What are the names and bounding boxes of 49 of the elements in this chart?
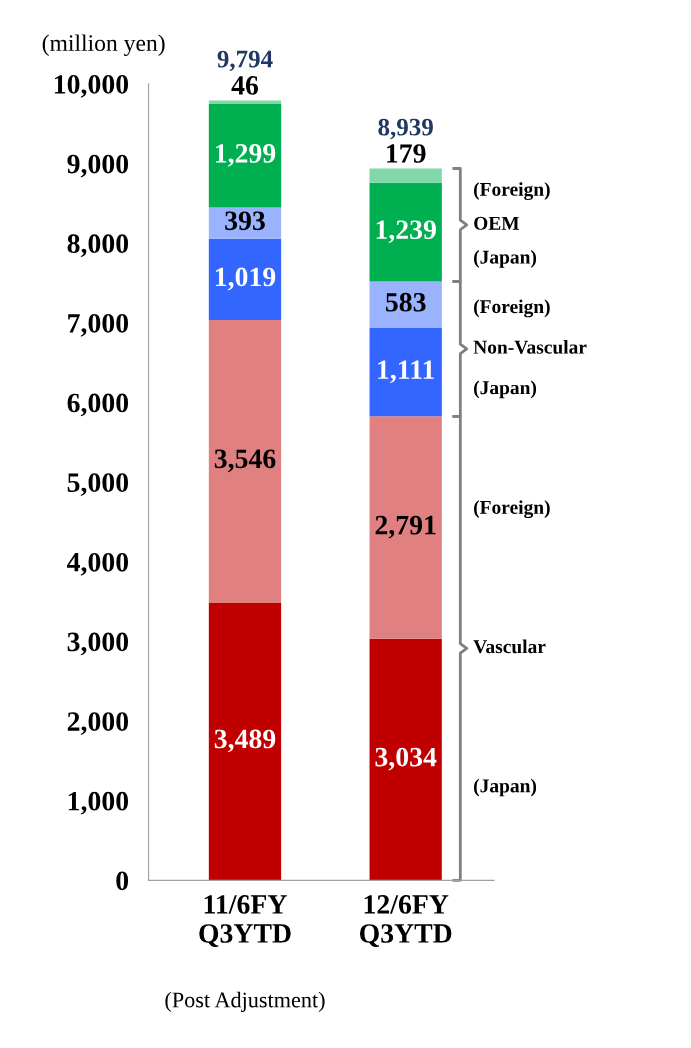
y-tick-label: 3,000 xyxy=(67,632,129,656)
data-label: 179 xyxy=(387,144,426,163)
y-tick-label: 6,000 xyxy=(67,393,129,417)
data-label: 1,299 xyxy=(215,144,276,167)
bar xyxy=(208,320,282,603)
bar xyxy=(208,602,282,881)
bar xyxy=(369,182,442,282)
text: (Post Adjustment) xyxy=(165,991,325,1012)
annotation: (Japan) xyxy=(474,250,537,268)
y-tick-label: 9,000 xyxy=(67,154,129,178)
annotation: (Japan) xyxy=(474,380,537,399)
annotation: Non-Vascular xyxy=(473,340,587,354)
bar xyxy=(208,100,282,105)
data-label: 1,019 xyxy=(215,267,276,291)
data-label: 3,034 xyxy=(375,747,437,771)
x-tick-label: 12/6FY Q3YTD xyxy=(359,895,452,948)
data-label: 46 xyxy=(231,76,259,95)
annotation: OEM xyxy=(474,216,520,230)
bar xyxy=(369,416,442,639)
data-label: 3,489 xyxy=(214,729,276,753)
y-tick-label: 1,000 xyxy=(68,791,129,815)
y-tick-label: 4,000 xyxy=(67,552,129,576)
data-label: 1,239 xyxy=(376,220,436,244)
data-label: 2,791 xyxy=(375,515,436,539)
total-label: 8,939 xyxy=(378,118,433,140)
annotation: (Foreign) xyxy=(474,299,550,318)
bar xyxy=(208,238,282,320)
y-tick-label: 5,000 xyxy=(67,473,129,497)
y-tick-label: 8,000 xyxy=(67,234,129,258)
bar xyxy=(369,281,442,328)
data-label: 1,111 xyxy=(378,360,434,384)
annotation: (Japan) xyxy=(474,778,537,797)
data-label: 3,546 xyxy=(214,449,276,473)
total-label: 9,794 xyxy=(217,50,273,72)
y-tick-label: 10,000 xyxy=(54,75,129,98)
data-label: 583 xyxy=(385,292,426,312)
y-tick-label: 2,000 xyxy=(67,712,129,735)
annotation: (Foreign) xyxy=(474,500,550,519)
annotation: (Foreign) xyxy=(474,182,550,200)
data-label: 393 xyxy=(225,211,265,231)
bar xyxy=(369,168,442,183)
x-tick-label: 11/6FY Q3YTD xyxy=(199,895,291,948)
bar xyxy=(369,327,442,417)
annotation: Vascular xyxy=(473,639,546,654)
y-tick-label: 0 xyxy=(116,871,129,891)
y-axis-title: (million yen) xyxy=(42,34,165,56)
bar xyxy=(208,104,282,208)
bar xyxy=(369,638,442,881)
y-tick-label: 7,000 xyxy=(68,313,129,337)
